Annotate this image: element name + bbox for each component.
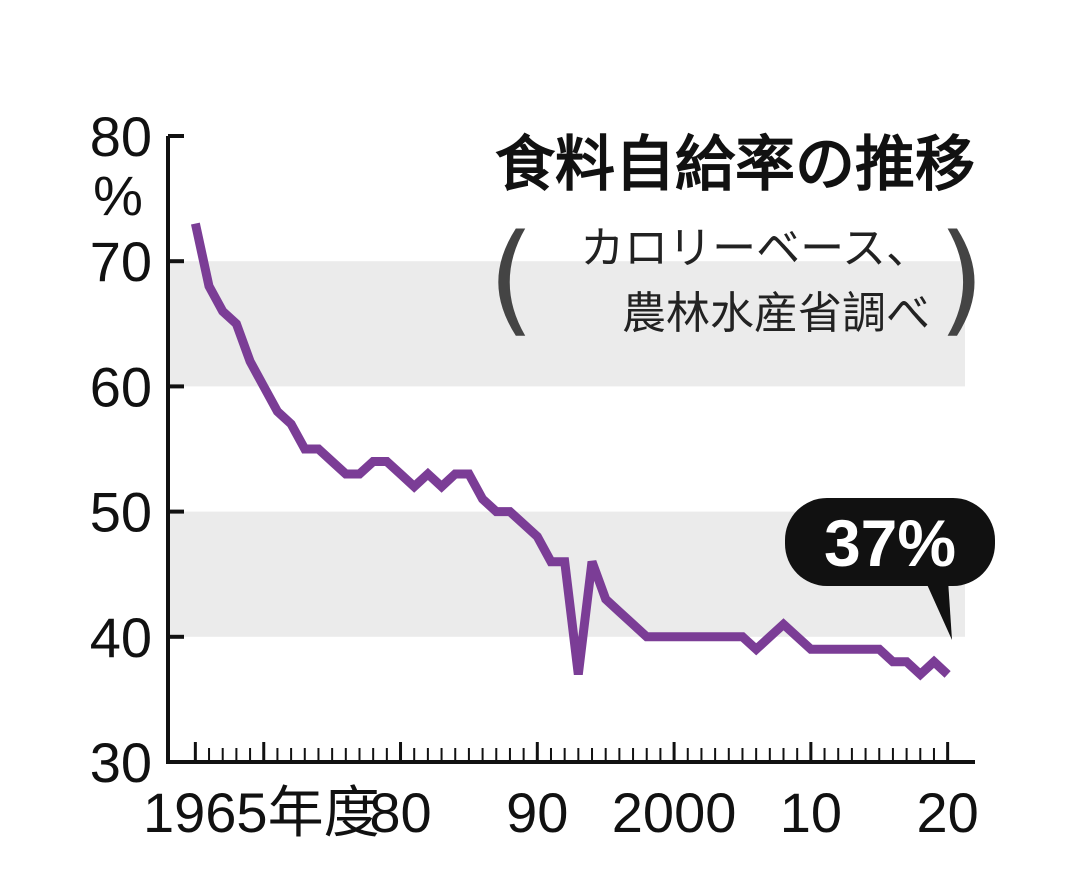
chart-title: 食料自給率の推移 <box>495 130 975 200</box>
callout-label: 37% <box>824 506 956 580</box>
x-tick-label-2010: 10 <box>780 781 842 844</box>
y-tick-label-80: 80 <box>90 105 152 168</box>
y-tick-label-60: 60 <box>90 355 152 418</box>
x-tick-label-2020: 20 <box>916 781 978 844</box>
y-tick-label-40: 40 <box>90 606 152 669</box>
band-1 <box>168 261 965 387</box>
y-unit-label: % <box>93 164 143 227</box>
x-tick-label-2000: 2000 <box>612 781 737 844</box>
y-tick-label-70: 70 <box>90 230 152 293</box>
axes <box>166 134 975 764</box>
note-line-1: カロリーベース、 <box>580 223 930 274</box>
y-tick-label-30: 30 <box>90 731 152 794</box>
note-line-2: 農林水産省調べ <box>622 288 930 339</box>
x-tick-label-1980: 80 <box>369 781 431 844</box>
callout-pointer <box>925 580 952 640</box>
note-close-paren: ) <box>938 210 985 349</box>
note-open-paren: ( <box>488 210 535 349</box>
x-tick-label-1965: 1965年度 <box>143 781 380 844</box>
end-value-callout: 37% <box>785 498 995 640</box>
callout-bubble <box>785 498 995 586</box>
series-line <box>191 222 951 681</box>
y-tick-labels: 30 40 50 60 70 80 <box>90 105 152 794</box>
y-tick-label-50: 50 <box>90 481 152 544</box>
x-tick-label-1990: 90 <box>506 781 568 844</box>
